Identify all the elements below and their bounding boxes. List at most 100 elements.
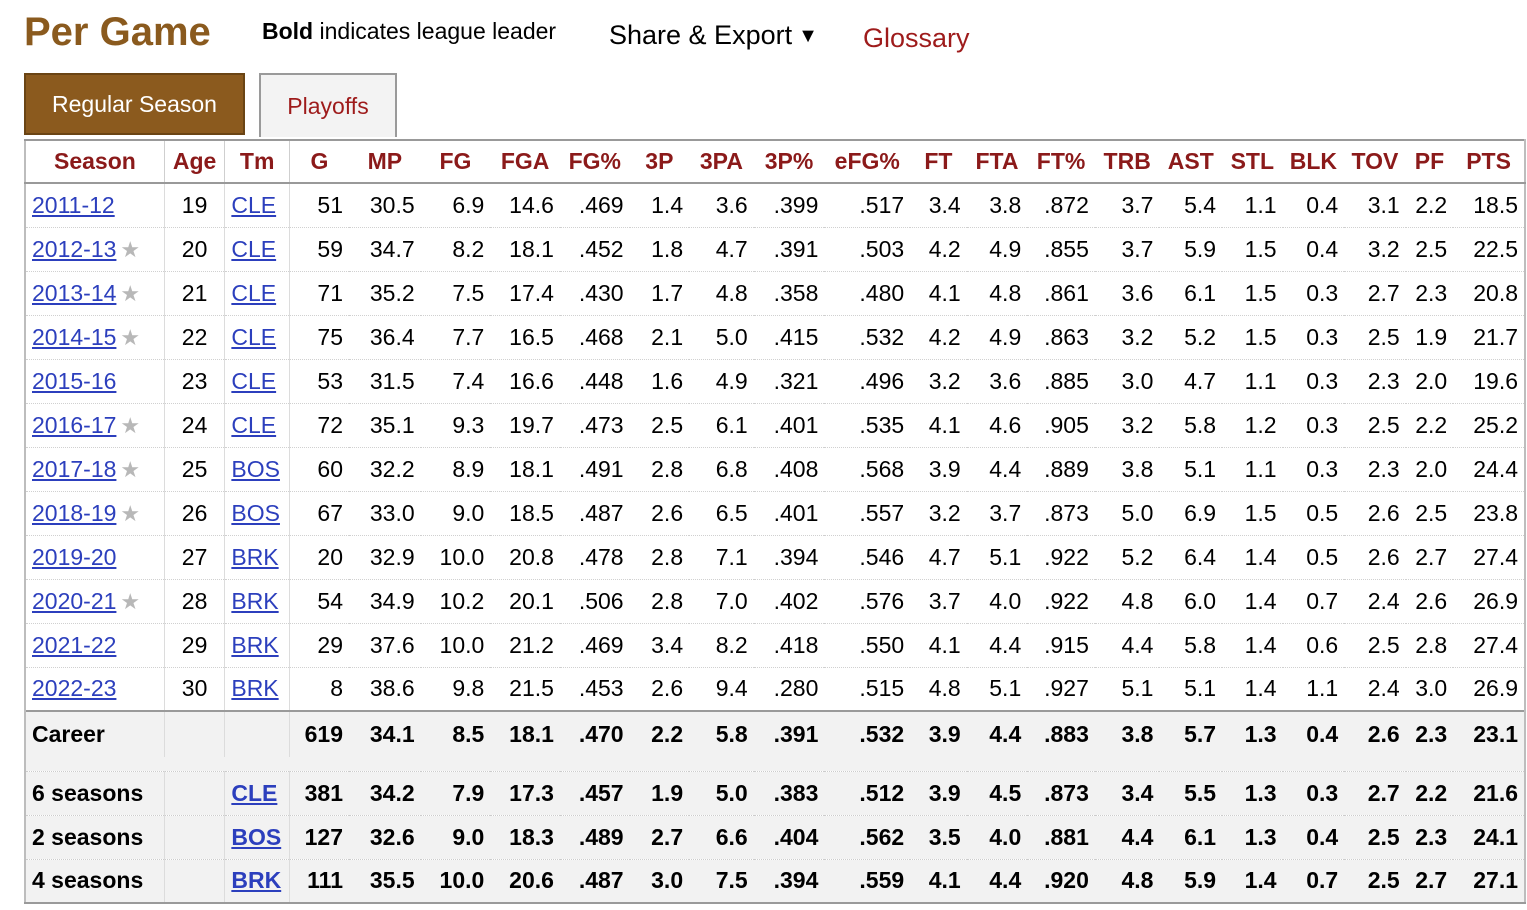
stat-ft_pct: .861 — [1027, 271, 1095, 316]
column-header-3p-pct[interactable]: 3P% — [753, 139, 825, 184]
column-header-ft[interactable]: FT — [910, 139, 967, 184]
stat-fg_pct: .470 — [578, 721, 624, 747]
team-link[interactable]: BRK — [231, 631, 279, 658]
team-link[interactable]: BRK — [231, 867, 282, 894]
stat-tov: 2.6 — [1344, 491, 1406, 536]
team-link[interactable]: BOS — [231, 823, 282, 850]
season-link[interactable]: 2013-14 — [32, 279, 117, 306]
stat-fta: 4.4 — [966, 623, 1028, 668]
tab-regular-season[interactable]: Regular Season — [24, 73, 245, 135]
stat-g: 75 — [289, 315, 349, 360]
season-link[interactable]: 2019-20 — [32, 543, 117, 570]
season-cell: 2017-18 ★ — [23, 447, 165, 492]
team-link[interactable]: CLE — [231, 779, 278, 806]
share-export-label[interactable]: Share & Export — [609, 20, 793, 50]
column-header-blk[interactable]: BLK — [1282, 139, 1345, 184]
stat-fta: 4.9 — [966, 227, 1028, 272]
column-header-fg[interactable]: FG — [420, 139, 491, 184]
column-header-mp[interactable]: MP — [349, 139, 421, 184]
season-link[interactable]: 2012-13 — [32, 235, 117, 262]
team-link[interactable]: BOS — [231, 455, 280, 482]
column-header-ft-pct[interactable]: FT% — [1027, 139, 1095, 184]
column-header-tm[interactable]: Tm — [224, 139, 290, 184]
stat-fg: 8.9 — [420, 447, 491, 492]
stat-pf: 2.3 — [1405, 814, 1454, 859]
column-header-pts[interactable]: PTS — [1453, 139, 1526, 184]
stat-fg_pct: .468 — [559, 315, 630, 360]
team-link[interactable]: CLE — [231, 367, 277, 394]
stat-p3_pct: .418 — [753, 623, 825, 668]
stat-p3_pct: .383 — [753, 770, 825, 815]
season-link[interactable]: 2020-21 — [32, 587, 117, 614]
stat-pf: 2.7 — [1405, 535, 1454, 580]
season-link[interactable]: 2016-17 — [32, 411, 117, 438]
season-link[interactable]: 2011-12 — [32, 191, 115, 218]
column-header-g[interactable]: G — [289, 139, 349, 184]
stat-p3a: 7.0 — [689, 579, 754, 624]
team-link[interactable]: BRK — [231, 543, 279, 570]
stat-fg: 10.0 — [420, 535, 491, 580]
team-cell: CLE — [224, 403, 290, 448]
column-header-stl[interactable]: STL — [1222, 139, 1283, 184]
column-header-trb[interactable]: TRB — [1094, 139, 1160, 184]
stat-fg: 7.4 — [420, 359, 491, 404]
column-header-fta[interactable]: FTA — [966, 139, 1028, 184]
stat-p3_pct: .391 — [753, 227, 825, 272]
stat-stl: 1.5 — [1222, 271, 1283, 316]
column-header-age[interactable]: Age — [164, 139, 226, 184]
stat-ast: 6.0 — [1159, 579, 1223, 624]
stat-pts: 22.5 — [1453, 227, 1526, 272]
stat-blk: 0.6 — [1282, 623, 1345, 668]
column-header-ast[interactable]: AST — [1159, 139, 1223, 184]
stat-pts: 27.4 — [1453, 623, 1526, 668]
stat-blk: 0.3 — [1282, 271, 1345, 316]
stat-ast: 5.1 — [1159, 667, 1223, 712]
team-link[interactable]: CLE — [231, 191, 277, 218]
stat-p3a: 6.6 — [689, 814, 754, 859]
season-link[interactable]: 2022-23 — [32, 675, 117, 702]
team-link[interactable]: BRK — [231, 587, 279, 614]
stat-g: 29 — [289, 623, 349, 668]
team-link[interactable]: CLE — [231, 323, 277, 350]
column-header-3pa[interactable]: 3PA — [689, 139, 754, 184]
team-link[interactable]: CLE — [231, 235, 277, 262]
column-header-pf[interactable]: PF — [1405, 139, 1454, 184]
stat-fg_pct: .487 — [559, 858, 630, 904]
team-cell: CLE — [224, 271, 290, 316]
team-link[interactable]: CLE — [231, 279, 277, 306]
share-export-menu[interactable]: Share & Export ▼ — [609, 20, 818, 51]
season-cell: 2020-21 ★ — [23, 579, 165, 624]
stat-fga: 18.1 — [490, 227, 560, 272]
table-row: 2012-13 ★ 20 CLE 59 34.7 8.2 18.1.452 1.8 4.7.391… — [23, 227, 1526, 272]
stat-trb: 3.6 — [1094, 271, 1160, 316]
stat-blk: 0.4 — [1282, 183, 1345, 228]
column-header-fg-pct[interactable]: FG% — [559, 139, 630, 184]
column-header-season[interactable]: Season — [23, 139, 165, 184]
stat-p3_pct: .402 — [753, 579, 825, 624]
glossary-link[interactable]: Glossary — [863, 23, 970, 53]
column-header-3p[interactable]: 3P — [629, 139, 690, 184]
column-header-tov[interactable]: TOV — [1344, 139, 1406, 184]
caret-down-icon[interactable]: ▼ — [798, 25, 818, 47]
column-header-efg-pct[interactable]: eFG% — [824, 139, 911, 184]
age-cell: 28 — [164, 579, 226, 624]
team-link[interactable]: CLE — [231, 411, 277, 438]
season-link[interactable]: 2015-16 — [32, 367, 117, 394]
stat-ft_pct: .905 — [1027, 403, 1095, 448]
team-link[interactable]: BRK — [231, 675, 279, 702]
season-link[interactable]: 2021-22 — [32, 631, 117, 658]
season-link[interactable]: 2017-18 — [32, 455, 117, 482]
season-link[interactable]: 2014-15 — [32, 323, 117, 350]
tab-playoffs[interactable]: Playoffs — [259, 73, 397, 137]
season-link[interactable]: 2018-19 — [32, 499, 117, 526]
table-row: 2011-12 19 CLE 51 30.5 6.9 14.6.469 1.4 3.6.399.… — [23, 183, 1526, 228]
season-cell: 2021-22 — [23, 623, 165, 668]
stat-trb: 4.4 — [1094, 814, 1160, 859]
stat-p3a: 4.9 — [689, 359, 754, 404]
column-header-fga[interactable]: FGA — [490, 139, 560, 184]
team-link[interactable]: BOS — [231, 499, 280, 526]
stat-stl: 1.3 — [1222, 814, 1283, 859]
season-cell: 2012-13 ★ — [23, 227, 165, 272]
all-star-icon: ★ — [120, 412, 141, 438]
team-cell: CLE — [224, 183, 290, 228]
